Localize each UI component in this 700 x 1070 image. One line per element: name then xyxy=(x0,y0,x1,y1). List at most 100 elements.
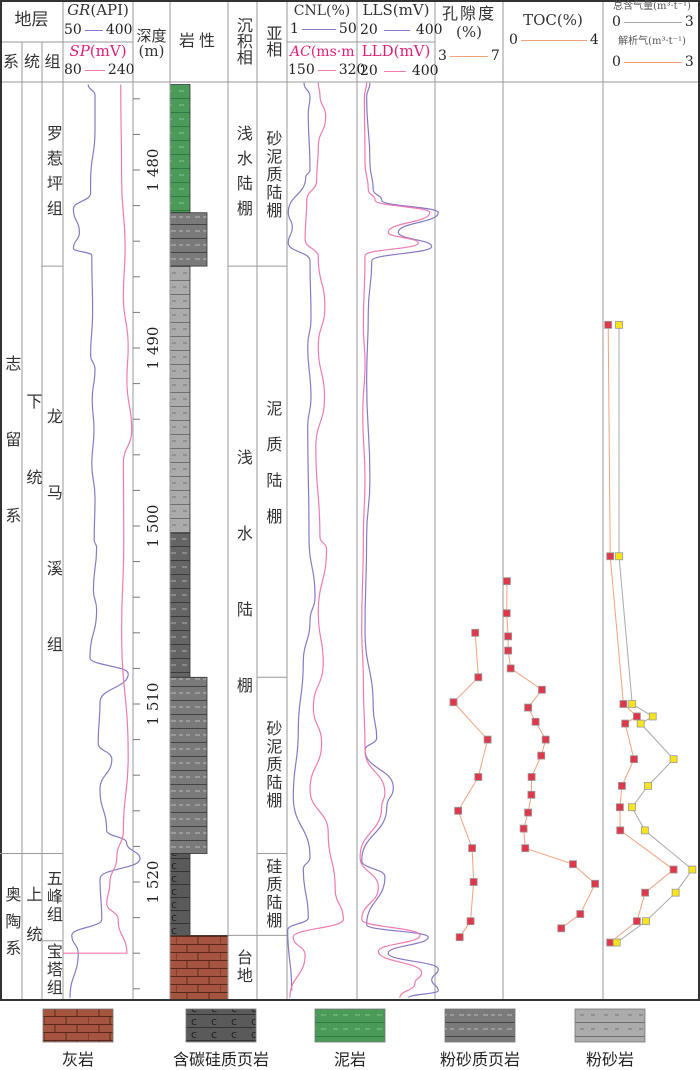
systems-label: 志留系 xyxy=(2,355,22,584)
ac-curve xyxy=(289,82,345,998)
subfacies-label: 硅质陆棚 xyxy=(263,858,283,931)
total-gas-line xyxy=(616,324,694,943)
porosity-point xyxy=(471,628,480,637)
legend-swatch-mudstone xyxy=(314,1008,386,1043)
total-gas-point xyxy=(628,700,637,708)
header-subfacies: 亚相 xyxy=(263,25,283,57)
toc-point xyxy=(524,703,532,712)
lithology-column xyxy=(169,84,229,1000)
total-gas-point xyxy=(671,888,680,897)
toc-point xyxy=(519,824,528,833)
header-depth: 深度 xyxy=(136,27,167,46)
sp-scale: 80 240 xyxy=(64,62,135,78)
porosity-point xyxy=(455,933,464,942)
legend-label: 含碳硅质页岩 xyxy=(172,1050,269,1069)
series-label: 下统 xyxy=(23,393,43,546)
depth-label: 1 510 xyxy=(144,682,162,726)
facies-label: 台地 xyxy=(233,949,253,986)
formations-label: 宝塔组 xyxy=(43,943,63,998)
total-gas-point xyxy=(615,320,623,329)
lithology-limestone xyxy=(169,935,229,1000)
toc-point xyxy=(569,860,577,869)
toc-point xyxy=(504,632,513,641)
porosity-point xyxy=(474,773,483,781)
toc-point xyxy=(557,924,566,933)
subfacies-label: 砂泥质陆棚 xyxy=(263,130,283,221)
gr-scale: 50 400 xyxy=(64,22,133,38)
toc-point xyxy=(576,910,585,918)
porosity-point xyxy=(483,735,492,744)
subfacies-label: 泥质陆棚 xyxy=(263,399,283,544)
legend-label: 泥岩 xyxy=(333,1050,366,1069)
depth-label: 1 480 xyxy=(144,148,162,192)
header-formation: 组 xyxy=(44,51,61,71)
cnl-curve xyxy=(287,82,316,991)
header-depth-unit: (m) xyxy=(138,42,165,61)
toc-point xyxy=(502,609,511,618)
cnl-scale: 1 50 xyxy=(290,21,357,37)
toc-point xyxy=(591,879,599,888)
porosity-point xyxy=(468,844,477,853)
lld-title: LLD(mV) xyxy=(361,42,431,61)
cnl-title: CNL(%) xyxy=(293,2,351,19)
legend-swatch-siltstone xyxy=(574,1008,646,1043)
total-gas-point xyxy=(612,938,621,947)
toc-point xyxy=(527,790,536,799)
formations-label: 龙马溪组 xyxy=(43,407,63,712)
total-gas-point xyxy=(636,719,645,728)
total-gas-point xyxy=(669,755,678,764)
desorbed-gas-point xyxy=(633,917,641,926)
toc-point xyxy=(524,808,532,817)
desorbed-gas-point xyxy=(618,781,626,790)
porosity-title: 孔隙度 xyxy=(441,3,496,23)
desorbed-gas-point xyxy=(616,803,624,812)
total-gas-point xyxy=(688,865,697,874)
desorbed-gas-point xyxy=(616,826,625,835)
toc-point xyxy=(537,751,546,760)
legend-swatch-limestone xyxy=(42,1008,114,1043)
header-strata: 地层 xyxy=(14,10,49,31)
porosity-point xyxy=(474,673,483,682)
toc-line xyxy=(506,581,596,929)
total-gas-point xyxy=(644,781,652,790)
lithology-legend xyxy=(42,1008,646,1043)
lls-title: LLS(mV) xyxy=(362,1,430,20)
lithology-mudstone xyxy=(169,84,191,214)
facies-label: 浅水陆棚 xyxy=(233,125,253,226)
desorbed-gas-point xyxy=(619,700,628,708)
desorbed-gas-point xyxy=(669,865,678,874)
facies-label: 浅水陆棚 xyxy=(233,448,253,753)
systems-label: 奥陶系 xyxy=(2,886,22,967)
series-label: 上统 xyxy=(23,886,43,967)
gr-scale-line xyxy=(84,29,103,31)
lld-scale: 20 400 xyxy=(360,63,439,79)
porosity-unit: (%) xyxy=(456,23,482,42)
ac-scale: 150 320 xyxy=(288,62,366,78)
porosity-point xyxy=(454,806,463,815)
toc-point xyxy=(506,664,515,673)
total-gas-point xyxy=(615,552,623,561)
toc-point xyxy=(521,844,530,853)
desorbed-gas-point xyxy=(621,719,630,728)
total-gas-point xyxy=(628,803,636,812)
sample-points xyxy=(449,320,697,947)
lithology-silty-shale xyxy=(169,676,208,854)
desorbed-gas-point xyxy=(641,888,650,897)
desorbed-gas-point xyxy=(633,712,641,721)
lld-curve xyxy=(359,82,431,998)
depth-ticks xyxy=(133,98,140,990)
depth-label: 1 490 xyxy=(144,326,162,370)
legend-label: 灰岩 xyxy=(61,1050,94,1069)
toc-point xyxy=(541,735,550,744)
subfacies-label: 砂泥质陆棚 xyxy=(263,720,283,811)
legend-swatch-silty-shale xyxy=(444,1008,516,1043)
legend-label: 粉砂岩 xyxy=(585,1050,634,1069)
lls-curve xyxy=(361,82,439,999)
sp-title: SP (mV) xyxy=(69,42,127,61)
desorbed-gas-point xyxy=(606,552,615,561)
gr-title: GR (API) xyxy=(67,1,129,20)
porosity-point xyxy=(469,878,478,886)
formations-label: 罗惹坪组 xyxy=(43,125,63,226)
